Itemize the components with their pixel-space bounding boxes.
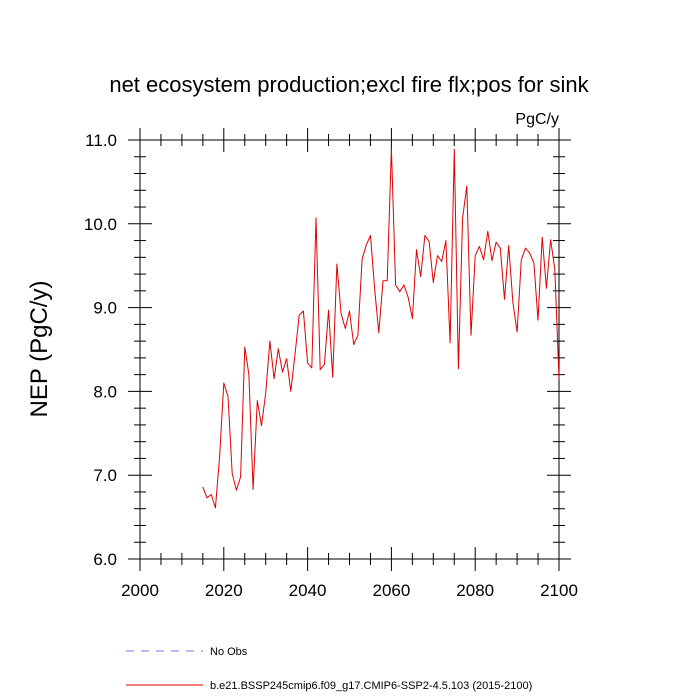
x-tick-label: 2000 [121, 581, 159, 600]
x-tick-label: 2080 [456, 581, 494, 600]
y-tick-label: 10.0 [84, 215, 117, 234]
plot-area [202, 147, 561, 509]
y-axis-label: NEP (PgC/y) [26, 281, 53, 418]
data-points [202, 147, 561, 509]
y-tick-label: 11.0 [85, 131, 117, 150]
units-label: PgC/y [515, 111, 559, 128]
x-tick-label: 2040 [289, 581, 327, 600]
y-tick-label: 8.0 [93, 382, 117, 401]
legend-label-ssp245: b.e21.BSSP245cmip6.f09_g17.CMIP6-SSP2-4.… [210, 680, 532, 692]
axis-ticks [128, 128, 571, 571]
legend-label-no-obs: No Obs [210, 646, 248, 658]
chart-title: net ecosystem production;excl fire flx;p… [109, 72, 589, 97]
series-line-ssp245 [202, 147, 560, 509]
axis-tick-labels: 2000 2020 2040 2060 2080 2100 6.0 7.0 8.0 9.0 10.0… [84, 131, 578, 600]
y-tick-label: 6.0 [93, 550, 117, 569]
legend: No Obs b.e21.BSSP245cmip6.f09_g17.CMIP6-… [126, 646, 532, 692]
plot-frame [139, 139, 560, 560]
x-tick-label: 2100 [540, 581, 578, 600]
y-tick-label: 7.0 [93, 466, 117, 485]
y-tick-label: 9.0 [93, 299, 117, 318]
x-tick-label: 2060 [372, 581, 410, 600]
x-tick-label: 2020 [205, 581, 243, 600]
